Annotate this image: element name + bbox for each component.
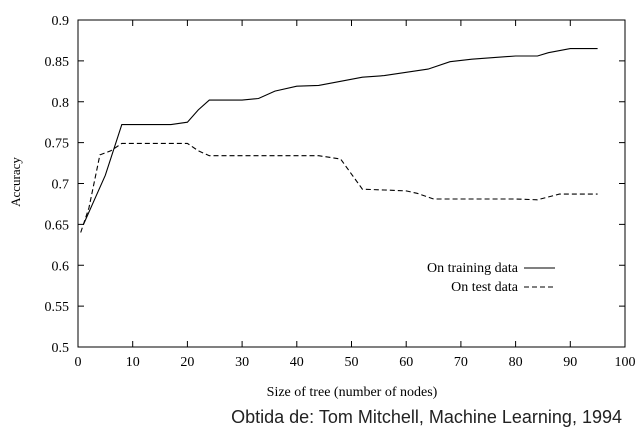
x-tick-label: 50 [345,355,359,370]
legend-label: On test data [451,280,519,295]
x-tick-label: 40 [290,355,304,370]
y-tick-label: 0.55 [45,300,70,315]
y-tick-label: 0.9 [52,14,70,29]
x-tick-label: 90 [563,355,577,370]
y-tick-label: 0.5 [52,341,70,356]
x-tick-label: 60 [399,355,413,370]
y-tick-label: 0.8 [52,96,70,111]
training-data-line [82,48,598,225]
accuracy-chart: 0 10 20 30 40 50 60 70 80 90 100 0.5 0.55 0.6 0.65 0.7 0… [8,14,636,400]
legend-label: On training data [427,261,519,276]
y-tick-label: 0.65 [45,218,70,233]
x-tick-label: 0 [75,355,82,370]
x-tick-label: 70 [454,355,468,370]
axes [77,19,626,348]
x-tick-label: 30 [235,355,249,370]
x-tick-label: 10 [126,355,140,370]
plot-frame [77,19,626,348]
data-series [80,48,598,233]
tick-labels: 0 10 20 30 40 50 60 70 80 90 100 0.5 0.55 0.6 0.65 0.7 0… [45,14,636,370]
x-tick-label: 20 [180,355,194,370]
x-tick-label: 100 [615,355,636,370]
y-tick-label: 0.7 [52,178,70,193]
x-tick-label: 80 [509,355,523,370]
x-axis-label: Size of tree (number of nodes) [267,385,438,400]
legend: On training data On test data [427,261,555,295]
test-data-line [80,142,598,233]
y-tick-label: 0.85 [45,55,70,70]
y-tick-label: 0.75 [45,137,70,152]
y-axis-label: Accuracy [8,157,23,207]
source-caption: Obtida de: Tom Mitchell, Machine Learnin… [231,407,622,427]
y-tick-label: 0.6 [52,259,70,274]
tick-marks [77,19,626,348]
